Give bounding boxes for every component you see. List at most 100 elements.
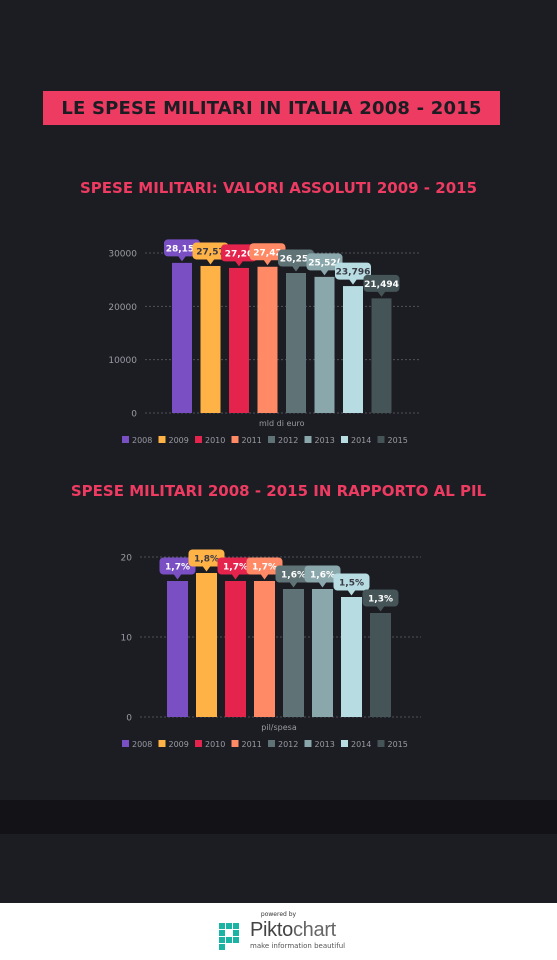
- bar-2011: [254, 581, 275, 717]
- bar-2015: [370, 613, 391, 717]
- data-label-bubble: [306, 253, 343, 271]
- bar-2011: [257, 266, 278, 413]
- legend-item-2014: 2014: [341, 436, 371, 445]
- legend-label: 2015: [388, 436, 408, 445]
- data-label-pointer: [235, 260, 243, 267]
- data-label-text: 1,7%: [252, 563, 277, 573]
- bar-2013: [314, 276, 335, 413]
- data-label-pointer: [206, 258, 215, 265]
- legend-swatch: [304, 740, 312, 747]
- data-label-2011: 27,42: [249, 243, 286, 266]
- legend-item-2015: 2015: [377, 740, 408, 749]
- bar-2010: [229, 267, 249, 413]
- main-title-banner: LE SPESE MILITARI IN ITALIA 2008 - 2015: [43, 91, 500, 125]
- legend-swatch: [231, 740, 239, 747]
- data-label-text: 27,57: [196, 247, 224, 257]
- data-label-2013: 1,6%: [304, 565, 341, 588]
- data-label-bubble: [164, 239, 200, 257]
- x-axis-label: pil/spesa: [261, 723, 297, 732]
- data-label-bubble: [335, 262, 371, 280]
- legend-item-2014: 2014: [341, 740, 371, 749]
- dark-band: [0, 800, 557, 834]
- data-label-pointer: [377, 291, 386, 297]
- legend-item-2012: 2012: [268, 740, 298, 749]
- data-label-text: 27,20: [225, 249, 253, 259]
- legend-item-2009: 2009: [158, 436, 189, 445]
- main-title: LE SPESE MILITARI IN ITALIA 2008 - 2015: [61, 97, 482, 119]
- bar-2008: [172, 262, 192, 413]
- piktochart-footer: powered by Piktochart make information b…: [0, 903, 557, 960]
- legend-label: 2012: [278, 740, 298, 749]
- data-label-pointer: [202, 566, 211, 572]
- brand-part-a: Pikto: [250, 919, 293, 941]
- data-label-bubble: [188, 549, 225, 567]
- y-tick-label: 0: [131, 410, 137, 420]
- data-label-bubble: [362, 589, 399, 607]
- y-tick-label: 20000: [108, 303, 137, 313]
- legend-label: 2008: [132, 740, 152, 749]
- legend-swatch: [304, 436, 312, 443]
- bar-2012: [286, 273, 306, 413]
- bar-2015: [371, 298, 392, 413]
- data-label-bubble: [304, 565, 341, 583]
- y-tick-label: 30000: [108, 250, 137, 260]
- brand-part-b: chart: [292, 919, 336, 941]
- logo-cell: [233, 930, 239, 936]
- x-axis-label: mld di euro: [259, 419, 305, 428]
- powered-by-text: powered by: [260, 911, 297, 918]
- chart-pil-ratio: 0 10 20 1,7% 1,8% 1,7% 1,7% 1,6% 1,6% 1,5% 1,3% pil…: [121, 549, 421, 749]
- legend-swatch: [122, 740, 129, 747]
- legend-label: 2011: [242, 436, 262, 445]
- data-label-bubble: [363, 274, 400, 292]
- legend-label: 2013: [315, 436, 335, 445]
- data-label-2009: 27,57: [192, 242, 229, 265]
- legend-item-2008: 2008: [122, 740, 152, 749]
- legend-swatch: [195, 436, 202, 443]
- data-label-2010: 27,20: [221, 244, 257, 267]
- data-label-pointer: [289, 582, 298, 588]
- data-label-pointer: [318, 582, 327, 588]
- data-label-text: 1,3%: [368, 595, 393, 605]
- piktochart-tagline: make information beautiful: [250, 942, 346, 950]
- legend-label: 2010: [205, 436, 225, 445]
- data-label-pointer: [292, 266, 300, 272]
- data-label-2015: 1,3%: [362, 589, 399, 612]
- legend-item-2010: 2010: [195, 740, 225, 749]
- data-label-pointer: [231, 574, 240, 580]
- bar-2009: [200, 265, 221, 413]
- legend-label: 2009: [169, 740, 189, 749]
- legend-item-2009: 2009: [158, 740, 189, 749]
- legend-item-2013: 2013: [304, 740, 335, 749]
- y-tick-label: 0: [126, 714, 132, 724]
- data-label-text: 28,15(: [166, 244, 199, 254]
- data-label-text: 21,494: [364, 280, 399, 290]
- legend-label: 2014: [351, 740, 371, 749]
- data-label-2008: 28,15(: [164, 239, 200, 262]
- data-label-text: 26,25(: [280, 255, 313, 265]
- data-label-text: 1,6%: [281, 571, 306, 581]
- logo-cell: [233, 923, 239, 929]
- legend-item-2011: 2011: [231, 740, 262, 749]
- legend-swatch: [377, 436, 385, 443]
- bar-2012: [283, 589, 304, 717]
- data-label-text: 1,8%: [194, 555, 219, 565]
- logo-cell: [219, 923, 225, 929]
- data-label-2008: 1,7%: [159, 557, 196, 580]
- logo-cell: [233, 937, 239, 943]
- legend-label: 2015: [388, 740, 408, 749]
- bar-2014: [341, 597, 362, 717]
- data-label-2014: 23,796: [335, 262, 371, 285]
- data-label-text: 1,7%: [223, 563, 248, 573]
- data-label-bubble: [275, 565, 312, 583]
- data-label-pointer: [347, 590, 356, 596]
- chart-1-title: SPESE MILITARI: VALORI ASSOLUTI 2009 - 2…: [79, 179, 478, 197]
- data-label-2012: 26,25(: [278, 249, 314, 272]
- data-label-bubble: [246, 557, 283, 575]
- data-label-pointer: [349, 279, 357, 285]
- legend-swatch: [158, 436, 166, 443]
- legend-swatch: [268, 436, 275, 443]
- bar-2010: [225, 581, 246, 717]
- piktochart-brand: Piktochart: [250, 919, 336, 942]
- legend-swatch: [122, 436, 129, 443]
- data-label-bubble: [249, 243, 286, 261]
